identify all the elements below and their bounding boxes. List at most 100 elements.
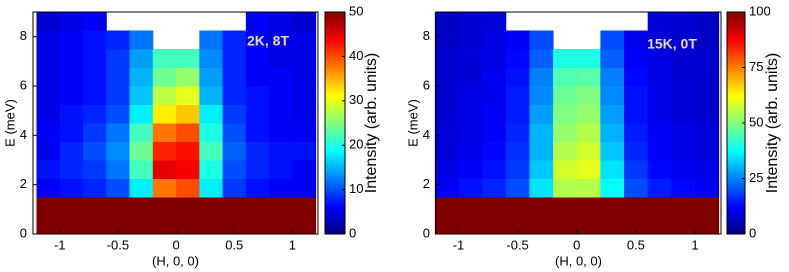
heatmap-cell [245, 123, 270, 142]
heatmap-cell [36, 178, 61, 198]
colorbar-step [727, 29, 745, 33]
heatmap-cell [647, 49, 672, 68]
heatmap-cell [59, 67, 84, 87]
colorbar-step [727, 56, 745, 60]
heatmap-cell [269, 104, 293, 124]
colorbar-step [325, 218, 345, 222]
heatmap-cell [152, 123, 177, 142]
heatmap-cell [671, 67, 696, 87]
heatmap-cell [600, 67, 625, 87]
colorbar-step [325, 220, 345, 224]
colorbar-step [325, 176, 345, 179]
heatmap-cell [505, 67, 530, 87]
heatmap-cell [671, 141, 696, 161]
heatmap-cell [671, 104, 696, 124]
heatmap-cell [671, 123, 696, 142]
colorbar-step [325, 127, 345, 131]
heatmap-cell [482, 215, 507, 235]
heatmap-cell [647, 30, 672, 50]
colorbar-step [325, 198, 345, 202]
heatmap-cell [222, 49, 247, 68]
heatmap-cell [199, 104, 224, 124]
heatmap-cell [83, 160, 107, 179]
heatmap-cell [671, 30, 696, 50]
heatmap-cell [222, 104, 247, 124]
colorbar-step [325, 109, 345, 113]
colorbar-step [727, 225, 745, 228]
colorbar-step [727, 63, 745, 66]
heatmap-cell [482, 67, 507, 87]
colorbar-step [325, 131, 345, 135]
colorbar-step [727, 83, 745, 86]
colorbar-step [325, 49, 345, 53]
colorbar-tick-label: 100 [749, 3, 771, 18]
heatmap-cell [624, 67, 649, 87]
colorbar-step [727, 187, 745, 191]
colorbar-step [727, 91, 745, 95]
colorbar-tick-label: 0 [349, 225, 356, 240]
colorbar-step [325, 180, 345, 184]
heatmap-cell [176, 104, 200, 124]
heatmap-cell [245, 197, 270, 216]
heatmap-cell [600, 160, 625, 179]
heatmap-cell [694, 49, 720, 68]
heatmap-cell [482, 12, 507, 31]
x-tick-label: -1 [453, 237, 465, 252]
colorbar-step [727, 51, 745, 55]
colorbar-step [325, 182, 345, 186]
y-tick-label: 4 [20, 127, 27, 142]
heatmap-cell [269, 160, 293, 179]
heatmap-cell [694, 160, 720, 179]
heatmap-cell [576, 215, 601, 235]
heatmap-cell [600, 104, 625, 124]
heatmap-cell [129, 178, 154, 198]
heatmap-cell [199, 197, 224, 216]
colorbar-step [727, 27, 745, 31]
heatmap-cell [529, 141, 554, 161]
heatmap-cell [600, 30, 625, 50]
heatmap-cell [36, 30, 61, 50]
colorbar-step [727, 47, 745, 51]
colorbar-step [325, 40, 345, 44]
heatmap-cell [106, 49, 131, 68]
colorbar-label: Intensity (arb. units) [764, 53, 781, 194]
heatmap-cell [129, 30, 154, 50]
colorbar-step [727, 100, 745, 104]
colorbar-step [727, 162, 745, 166]
colorbar-step [325, 158, 345, 162]
heatmap-cell [647, 12, 672, 31]
colorbar-step [727, 207, 745, 211]
heatmap-cell [106, 123, 131, 142]
heatmap-cell [576, 197, 601, 216]
colorbar-step [727, 174, 745, 177]
heatmap-cell [505, 86, 530, 105]
colorbar-step [727, 105, 745, 108]
heatmap-cell [129, 141, 154, 161]
heatmap-cell [83, 215, 107, 235]
heatmap-cell [129, 197, 154, 216]
heatmap-cell [434, 123, 459, 142]
heatmap-cell [434, 86, 459, 105]
heatmap-cell [83, 30, 107, 50]
heatmap-cell [176, 67, 200, 87]
colorbar-step [325, 69, 345, 73]
colorbar-step [325, 34, 345, 37]
heatmap-cell [505, 104, 530, 124]
heatmap-cell [553, 215, 578, 235]
heatmap-cell [176, 178, 200, 198]
heatmap-cell [553, 197, 578, 216]
colorbar-step [727, 214, 745, 217]
heatmap-cell [505, 197, 530, 216]
heatmap-cell [505, 49, 530, 68]
heatmap-cell [292, 160, 317, 179]
colorbar-step [325, 125, 345, 128]
heatmap-cell [36, 141, 61, 161]
colorbar-step [325, 29, 345, 33]
heatmap-cell [647, 86, 672, 105]
heatmap-cell [624, 123, 649, 142]
heatmap-cell [269, 67, 293, 87]
colorbar-step [727, 140, 745, 144]
heatmap-cell [529, 104, 554, 124]
colorbar-step [325, 83, 345, 86]
colorbar-step [325, 58, 345, 62]
